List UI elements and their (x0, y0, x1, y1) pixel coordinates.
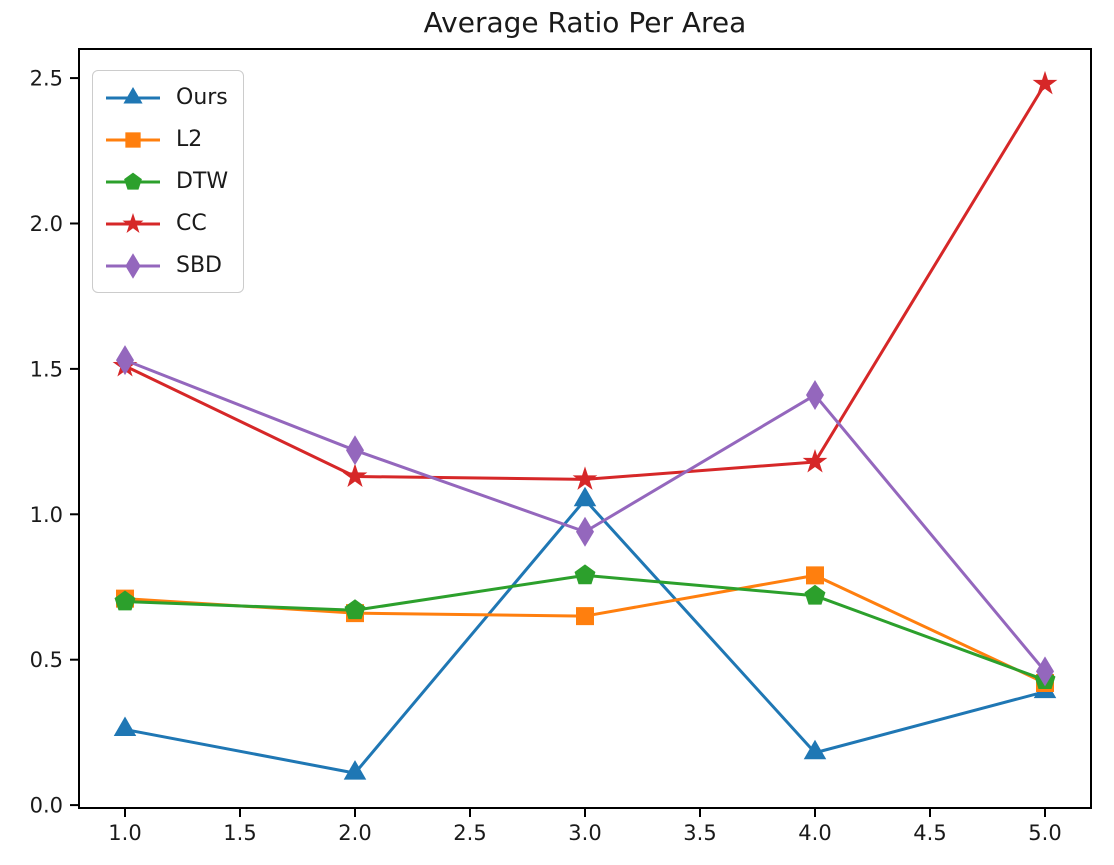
pentagon-icon-dtw-2 (574, 564, 596, 585)
legend-square-icon-l2 (125, 131, 141, 148)
y-axis-tick-label: 1.5 (30, 357, 63, 381)
pentagon-icon-dtw-1 (344, 599, 366, 620)
y-axis-tick-label: 0.5 (30, 648, 63, 672)
legend-item-dtw: DTW (104, 164, 228, 199)
diamond-thin-icon-sbd-0 (116, 345, 134, 376)
star-icon-cc-2 (572, 466, 598, 490)
x-axis-tick-label: 5.0 (1028, 821, 1061, 845)
star-icon-cc-3 (802, 448, 828, 473)
diamond-thin-icon-sbd-2 (576, 516, 594, 547)
x-axis-tick-label: 2.5 (453, 821, 486, 845)
legend-item-l2: L2 (104, 122, 228, 157)
legend-label-dtw: DTW (176, 168, 229, 194)
pentagon-icon-dtw-3 (804, 584, 826, 605)
legend-item-cc: CC (104, 206, 228, 241)
chart-title: Average Ratio Per Area (423, 6, 747, 39)
legend-label-l2: L2 (176, 126, 203, 152)
legend-pentagon-icon-dtw (124, 172, 142, 190)
x-axis-tick-label: 4.5 (913, 821, 946, 845)
diamond-thin-icon-sbd-1 (346, 435, 364, 466)
x-axis-tick-label: 1.0 (108, 821, 141, 845)
legend-sample-l2 (106, 131, 160, 148)
square-icon-l2-2 (576, 607, 594, 626)
legend-label-sbd: SBD (176, 252, 222, 278)
legend-item-sbd: SBD (104, 248, 228, 283)
square-icon-l2-3 (806, 566, 824, 585)
series-line-cc (123, 82, 1047, 481)
triangle-up-icon-ours-3 (803, 739, 827, 760)
y-axis-tick-label: 2.5 (30, 67, 63, 91)
legend-star-icon-cc (122, 212, 144, 233)
pentagon-icon-dtw-0 (114, 590, 136, 611)
legend-sample-sbd (106, 252, 160, 279)
x-axis-tick-label: 3.5 (683, 821, 716, 845)
legend-label-cc: CC (176, 210, 207, 236)
triangle-up-icon-ours-2 (573, 486, 597, 507)
legend: Ours L2 DTW CC SBD (92, 70, 245, 293)
series-line-dtw (123, 573, 1047, 682)
legend-sample-dtw (106, 172, 160, 190)
triangle-up-icon-ours-0 (113, 716, 137, 736)
legend-sample-ours (106, 86, 160, 104)
triangle-up-icon-ours-1 (343, 760, 367, 780)
x-axis-tick-label: 3.0 (568, 821, 601, 845)
legend-label-ours: Ours (176, 84, 228, 110)
x-axis-tick-label: 2.0 (338, 821, 371, 845)
x-axis-tick-label: 4.0 (798, 821, 831, 845)
legend-triangle-up-icon-ours (123, 86, 143, 104)
y-axis-tick-label: 1.0 (30, 503, 63, 527)
diamond-thin-icon-sbd-3 (806, 380, 824, 411)
legend-sample-cc (106, 212, 160, 233)
x-axis-tick-label: 1.5 (223, 821, 256, 845)
star-icon-cc-1 (342, 463, 368, 488)
y-axis-tick-label: 2.0 (30, 212, 63, 236)
star-icon-cc-4 (1032, 70, 1058, 95)
legend-diamond-thin-icon-sbd (125, 252, 141, 279)
y-axis-tick-label: 0.0 (30, 794, 63, 818)
diamond-thin-icon-sbd-4 (1036, 656, 1054, 687)
legend-item-ours: Ours (104, 80, 228, 115)
